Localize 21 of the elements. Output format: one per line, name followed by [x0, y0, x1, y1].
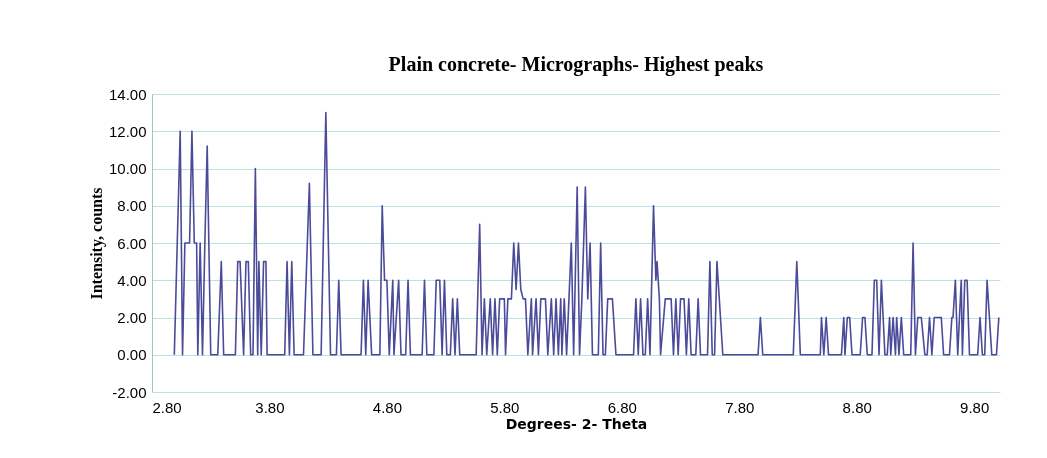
x-axis-title: Degrees- 2- Theta [505, 415, 648, 432]
line-series [173, 111, 1000, 356]
y-tick-label: 0.00 [117, 346, 147, 364]
y-tick-label: 4.00 [117, 271, 147, 289]
x-tick-label: 4.80 [372, 398, 402, 416]
y-tick-label: 10.00 [108, 160, 147, 177]
x-tick-label: 6.80 [607, 398, 637, 416]
x-tick-label: 5.80 [490, 398, 520, 416]
y-axis-title: Intensity, counts [87, 187, 106, 300]
chart-title: Plain concrete- Micrographs- Highest peaks [388, 53, 764, 76]
y-tick-label: 14.00 [108, 85, 147, 103]
x-tick-label: 7.80 [725, 398, 755, 416]
y-tick-label: 12.00 [108, 122, 147, 140]
y-tick-label: 8.00 [117, 197, 147, 215]
x-tick-label: 3.80 [255, 398, 285, 416]
x-tick-label: 2.80 [152, 398, 182, 416]
x-tick-label: 8.80 [842, 398, 872, 416]
y-tick-label: -2.00 [112, 383, 147, 401]
x-tick-label: 9.80 [960, 398, 990, 416]
y-tick-label: 6.00 [117, 234, 147, 252]
y-tick-label: 2.00 [117, 309, 147, 326]
